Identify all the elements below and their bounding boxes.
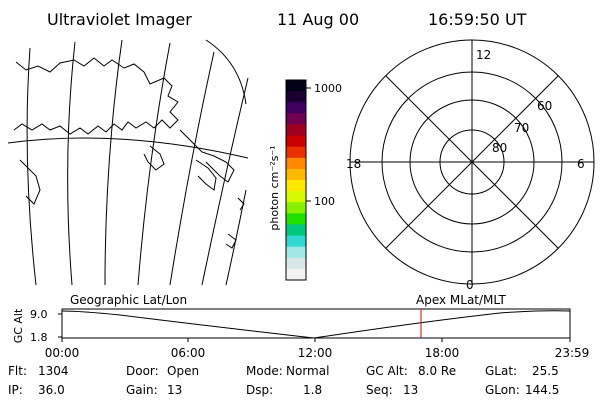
longitude-line [104, 39, 123, 286]
colorbar-cell [286, 257, 306, 270]
flt-label: Flt: [8, 364, 27, 378]
colorbar-cell [286, 157, 306, 170]
polar-plot [349, 39, 595, 285]
flt-value: 1304 [38, 364, 69, 378]
lat-label-70: 70 [514, 121, 529, 135]
timeline-xtick-label: 18:00 [425, 346, 460, 360]
coastline [19, 159, 41, 205]
colorbar-cell [286, 224, 306, 237]
colorbar-tick-label: 1000 [314, 82, 342, 95]
ip-label: IP: [8, 383, 23, 397]
colorbar-cell [286, 135, 306, 148]
mlt-label-12: 12 [476, 48, 491, 62]
gain-label: Gain: [126, 383, 158, 397]
timeline-xtick-marks [61, 338, 571, 342]
timeline-ytick: 9.0 [30, 308, 48, 321]
colorbar: 1000 100 photon cm⁻²s⁻¹ [268, 79, 342, 281]
colorbar-cell [286, 124, 306, 137]
lat-label-60: 60 [537, 99, 552, 113]
glon-value: 144.5 [525, 383, 560, 397]
coastline [237, 197, 245, 211]
colorbar-cell [286, 168, 306, 181]
observation-time: 16:59:50 UT [428, 10, 527, 29]
door-value: Open [167, 364, 200, 378]
colorbar-frame [285, 79, 307, 281]
polar-diagonal [385, 75, 559, 249]
gain-value: 13 [167, 383, 183, 397]
door-label: Door: [126, 364, 159, 378]
gcalt-value: 8.0 Re [418, 364, 457, 378]
mlt-label-6: 6 [577, 157, 585, 171]
colorbar-cell [286, 80, 306, 92]
colorbar-cell [286, 191, 306, 203]
longitude-line [201, 77, 249, 286]
timeline-ytick: 1.8 [30, 331, 48, 344]
timeline: Geographic Lat/Lon Apex MLat/MLT GC Alt … [12, 293, 589, 360]
dsp-value: 1.8 [303, 383, 323, 397]
coastline [179, 129, 235, 183]
observation-date: 11 Aug 00 [277, 10, 359, 29]
seq-label: Seq: [366, 383, 393, 397]
mlt-label-0: 0 [466, 278, 474, 292]
geographic-map [7, 39, 249, 286]
glon-label: GLon: [485, 383, 520, 397]
colorbar-cell [286, 180, 306, 192]
glat-value: 25.5 [532, 364, 559, 378]
map-limb [205, 39, 247, 105]
lat-label-80: 80 [492, 141, 507, 155]
colorbar-cells [286, 80, 306, 281]
timeline-left-label: Geographic Lat/Lon [70, 293, 187, 307]
timeline-xtick-label: 12:00 [298, 346, 333, 360]
latitude-line [7, 137, 249, 159]
timeline-ylabel: GC Alt [12, 308, 25, 343]
colorbar-cell [286, 146, 306, 159]
mode-label: Mode: [246, 364, 283, 378]
colorbar-cell [286, 113, 306, 125]
colorbar-cell [286, 91, 306, 103]
dsp-label: Dsp: [246, 383, 274, 397]
mode-value: Normal [286, 364, 330, 378]
timeline-xtick-label: 06:00 [171, 346, 206, 360]
glat-label: GLat: [485, 364, 518, 378]
colorbar-tick-label: 100 [314, 195, 335, 208]
mlt-label-18: 18 [346, 157, 361, 171]
timeline-xtick-label: 23:59 [555, 346, 590, 360]
longitude-line [67, 41, 76, 286]
longitude-line [137, 42, 171, 286]
coastline [225, 233, 237, 249]
timeline-xtick-label: 00:00 [45, 346, 80, 360]
colorbar-cell [286, 235, 306, 248]
colorbar-cell [286, 202, 306, 214]
colorbar-cell [286, 268, 306, 281]
gcalt-label: GC Alt: [366, 364, 408, 378]
seq-value: 13 [403, 383, 419, 397]
colorbar-cell [286, 246, 306, 259]
instrument-title: Ultraviolet Imager [47, 10, 192, 29]
timeline-right-label: Apex MLat/MLT [416, 293, 506, 307]
longitude-line [225, 189, 247, 286]
colorbar-cell [286, 213, 306, 225]
colorbar-cell [286, 102, 306, 114]
colorbar-unit-label: photon cm⁻²s⁻¹ [268, 145, 281, 230]
coastline [143, 145, 165, 171]
longitude-line [26, 47, 37, 286]
ip-value: 36.0 [38, 383, 65, 397]
orbit-altitude-curve [61, 310, 571, 339]
coastline [195, 159, 217, 191]
longitude-line [169, 51, 215, 286]
coastline [13, 57, 179, 135]
polar-labels: 12 0 18 6 60 70 80 [346, 48, 585, 292]
